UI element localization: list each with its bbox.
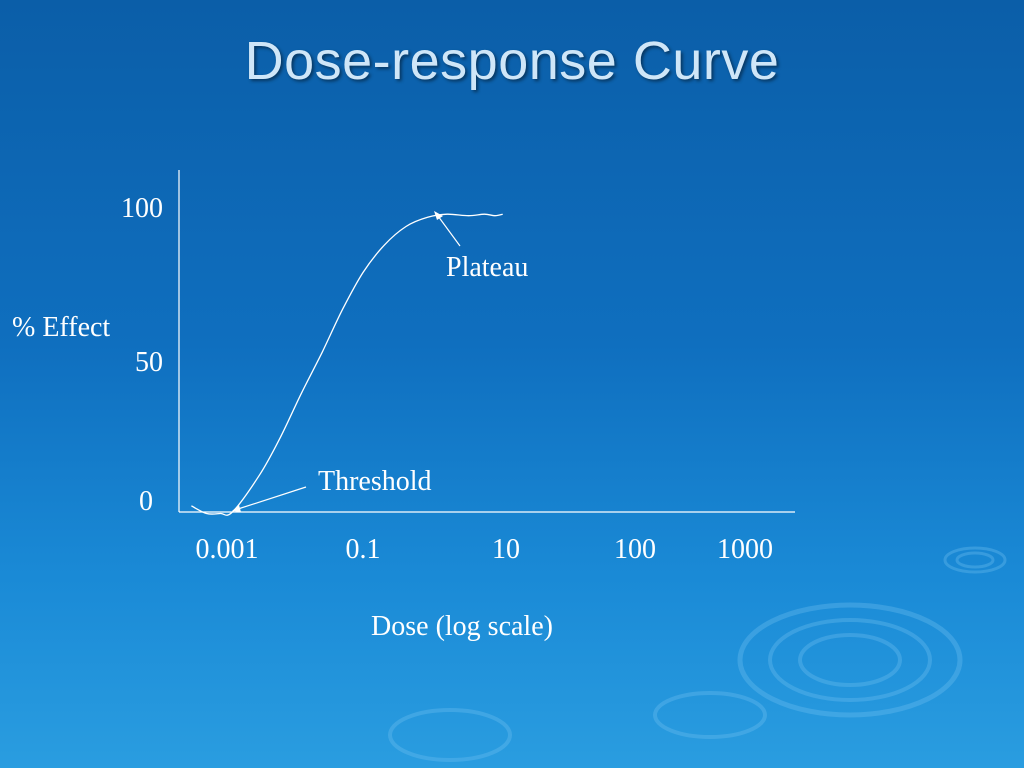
plateau-annotation: Plateau <box>446 252 528 283</box>
x-tick-label: 1000 <box>717 534 773 565</box>
plateau-arrow <box>437 215 461 247</box>
plateau-arrowhead <box>434 211 443 220</box>
x-axis-label: Dose (log scale) <box>371 611 553 642</box>
x-tick-label: 0.1 <box>346 534 381 565</box>
y-tick-label: 100 <box>121 193 163 224</box>
y-tick-label: 50 <box>135 347 163 378</box>
threshold-arrowhead <box>232 505 241 512</box>
threshold-arrow <box>237 486 307 510</box>
slide-title: Dose-response Curve <box>244 31 780 91</box>
threshold-annotation: Threshold <box>318 466 432 497</box>
x-tick-label: 10 <box>492 534 520 565</box>
water-ripple-decoration <box>388 546 1007 762</box>
y-tick-label: 0 <box>139 486 153 517</box>
x-tick-label: 100 <box>614 534 656 565</box>
y-axis-label: % Effect <box>12 312 110 343</box>
x-tick-label: 0.001 <box>196 534 259 565</box>
dose-response-curve <box>191 213 503 516</box>
